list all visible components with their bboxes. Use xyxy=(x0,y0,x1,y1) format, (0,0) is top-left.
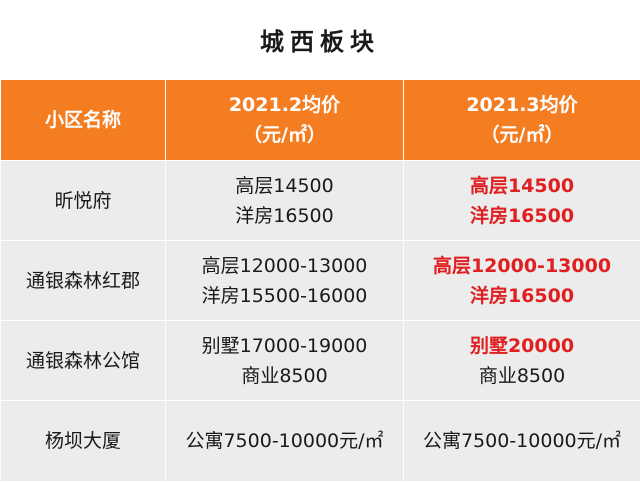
price-line: 别墅17000-19000 xyxy=(166,331,403,361)
community-name-text: 通银森林公馆 xyxy=(26,350,140,372)
price-line: 别墅20000 xyxy=(404,331,640,361)
feb-price-cell: 公寓7500-10000元/㎡ xyxy=(166,401,404,482)
page-title: 城西板块 xyxy=(0,22,640,57)
community-name: 昕悦府 xyxy=(1,161,166,241)
table-row: 昕悦府 高层14500 洋房16500 高层14500 洋房16500 xyxy=(1,161,640,241)
price-line: 公寓7500-10000元/㎡ xyxy=(166,426,403,456)
mar-price-cell: 别墅20000 商业8500 xyxy=(404,321,640,401)
feb-price-cell: 别墅17000-19000 商业8500 xyxy=(166,321,404,401)
header-name-label: 小区名称 xyxy=(45,109,121,131)
table-row: 通银森林公馆 别墅17000-19000 商业8500 别墅20000 商业85… xyxy=(1,321,640,401)
header-feb-unit: （元/㎡） xyxy=(166,120,403,150)
community-name-text: 昕悦府 xyxy=(54,190,111,212)
mar-price-cell: 高层12000-13000 洋房16500 xyxy=(404,241,640,321)
price-table: 小区名称 2021.2均价 （元/㎡） 2021.3均价 （元/㎡） 昕悦府 高… xyxy=(0,79,640,482)
table-row: 通银森林红郡 高层12000-13000 洋房15500-16000 高层120… xyxy=(1,241,640,321)
header-feb-label: 2021.2均价 xyxy=(166,90,403,120)
price-line: 洋房16500 xyxy=(166,201,403,231)
header-feb-price: 2021.2均价 （元/㎡） xyxy=(166,80,404,161)
feb-price-cell: 高层14500 洋房16500 xyxy=(166,161,404,241)
price-line: 洋房15500-16000 xyxy=(166,281,403,311)
header-name: 小区名称 xyxy=(1,80,166,161)
price-line: 公寓7500-10000元/㎡ xyxy=(404,426,640,456)
header-mar-unit: （元/㎡） xyxy=(404,120,640,150)
mar-price-cell: 高层14500 洋房16500 xyxy=(404,161,640,241)
header-mar-label: 2021.3均价 xyxy=(404,90,640,120)
community-name: 通银森林红郡 xyxy=(1,241,166,321)
price-line: 商业8500 xyxy=(404,361,640,391)
table-row: 杨坝大厦 公寓7500-10000元/㎡ 公寓7500-10000元/㎡ xyxy=(1,401,640,482)
community-name: 杨坝大厦 xyxy=(1,401,166,482)
price-line: 高层12000-13000 xyxy=(166,251,403,281)
header-mar-price: 2021.3均价 （元/㎡） xyxy=(404,80,640,161)
header-row: 小区名称 2021.2均价 （元/㎡） 2021.3均价 （元/㎡） xyxy=(1,80,640,161)
price-line: 高层14500 xyxy=(404,171,640,201)
community-name-text: 杨坝大厦 xyxy=(45,430,121,452)
community-name: 通银森林公馆 xyxy=(1,321,166,401)
community-name-text: 通银森林红郡 xyxy=(26,270,140,292)
feb-price-cell: 高层12000-13000 洋房15500-16000 xyxy=(166,241,404,321)
price-line: 高层12000-13000 xyxy=(404,251,640,281)
price-line: 商业8500 xyxy=(166,361,403,391)
mar-price-cell: 公寓7500-10000元/㎡ xyxy=(404,401,640,482)
price-line: 洋房16500 xyxy=(404,281,640,311)
price-line: 洋房16500 xyxy=(404,201,640,231)
price-line: 高层14500 xyxy=(166,171,403,201)
